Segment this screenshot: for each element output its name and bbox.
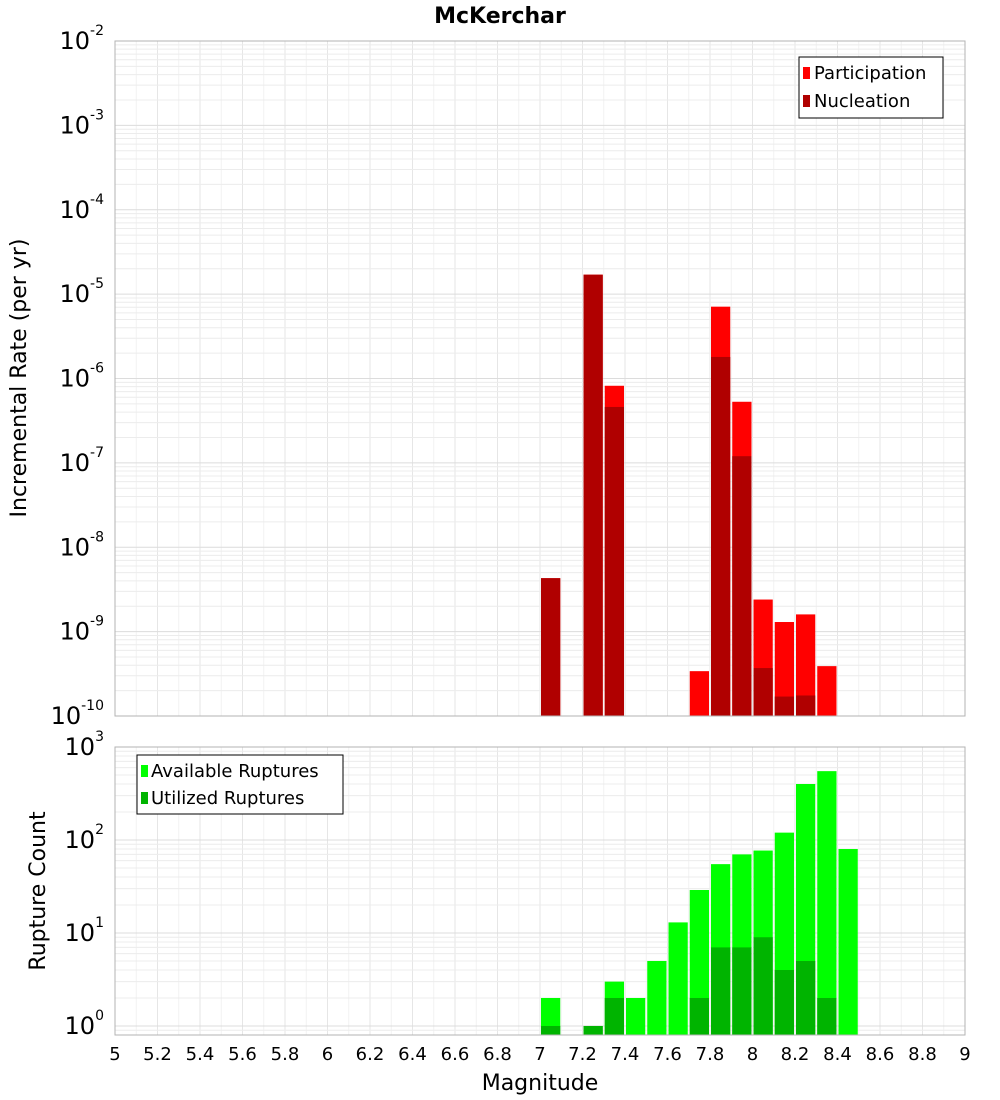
- legend-label-participation: Participation: [814, 63, 926, 84]
- top-y-tick-labels: 10-10 10-9 10-8 10-7 10-6 10-5 10-4 10-3 10-2: [51, 23, 105, 730]
- top-gridlines: [114, 40, 966, 717]
- x-tick-label: 5.2: [143, 1044, 172, 1065]
- bar-nucleation: [732, 456, 752, 716]
- legend-swatch-utilized-ruptures: [141, 792, 148, 804]
- bottom-y-tick-label: 101: [65, 915, 104, 947]
- bar-nucleation: [796, 695, 816, 716]
- bar-nucleation: [774, 696, 794, 716]
- x-tick-label: 6.8: [483, 1044, 512, 1065]
- bar-nucleation: [753, 668, 773, 716]
- x-tick-label: 6.2: [356, 1044, 385, 1065]
- legend-swatch-available-ruptures: [141, 765, 148, 777]
- bottom-y-axis-label: Rupture Count: [26, 811, 51, 971]
- bottom-legend: Available Ruptures Utilized Ruptures: [136, 754, 344, 815]
- legend-label-available-ruptures: Available Ruptures: [151, 761, 319, 782]
- x-tick-label: 7.6: [653, 1044, 682, 1065]
- bottom-y-tick-label: 100: [65, 1008, 104, 1040]
- x-tick-label: 5: [109, 1044, 120, 1065]
- bottom-bars: [541, 771, 858, 1035]
- bar-nucleation: [604, 406, 624, 716]
- bar-utilized-ruptures: [541, 1025, 561, 1035]
- x-tick-label: 6.6: [441, 1044, 470, 1065]
- x-tick-label: 8.6: [866, 1044, 895, 1065]
- bottom-y-tick-label: 103: [65, 729, 104, 761]
- top-y-tick-label: 10-4: [59, 192, 104, 224]
- bar-available-ruptures: [817, 771, 837, 1035]
- top-y-tick-label: 10-8: [59, 529, 104, 561]
- x-tick-label: 7.4: [611, 1044, 640, 1065]
- bar-utilized-ruptures: [604, 997, 624, 1035]
- top-y-tick-label: 10-7: [59, 445, 104, 477]
- bar-nucleation: [541, 578, 561, 716]
- x-tick-label: 6.4: [398, 1044, 427, 1065]
- legend-swatch-participation: [803, 67, 810, 79]
- bar-nucleation: [583, 274, 603, 716]
- top-y-tick-label: 10-9: [59, 614, 104, 646]
- bar-participation: [689, 671, 709, 716]
- chart-title: McKerchar: [434, 4, 566, 29]
- bar-utilized-ruptures: [796, 960, 816, 1035]
- top-y-tick-label: 10-10: [51, 698, 104, 730]
- x-tick-label: 5.4: [186, 1044, 215, 1065]
- x-tick-label: 8.4: [823, 1044, 852, 1065]
- bottom-panel: 100 101 102 103 5 5.2 5.4 5.6 5.8 6 6.2 6.4 6.6 6.8 7…: [26, 729, 971, 1096]
- x-tick-label: 9: [959, 1044, 970, 1065]
- top-y-tick-label: 10-3: [59, 107, 104, 139]
- x-tick-labels: 5 5.2 5.4 5.6 5.8 6 6.2 6.4 6.6 6.8 7 7.2 7.4 7.6 7.8 8…: [109, 1044, 970, 1065]
- x-tick-label: 5.6: [228, 1044, 257, 1065]
- x-tick-label: 5.8: [271, 1044, 300, 1065]
- legend-label-utilized-ruptures: Utilized Ruptures: [151, 788, 304, 809]
- top-bars: [541, 274, 837, 716]
- bar-participation: [817, 666, 837, 716]
- bar-utilized-ruptures: [753, 937, 773, 1035]
- top-y-tick-label: 10-6: [59, 361, 104, 393]
- top-plot-border: [114, 40, 966, 717]
- x-tick-label: 7.8: [696, 1044, 725, 1065]
- x-tick-label: 6: [322, 1044, 333, 1065]
- bottom-plot-border: [114, 746, 966, 1036]
- x-tick-label: 7.2: [568, 1044, 597, 1065]
- bar-available-ruptures: [838, 849, 858, 1035]
- bar-utilized-ruptures: [711, 947, 731, 1035]
- bar-available-ruptures: [626, 997, 646, 1035]
- legend-swatch-nucleation: [803, 95, 810, 107]
- top-y-axis-label: Incremental Rate (per yr): [7, 239, 32, 518]
- bar-utilized-ruptures: [732, 947, 752, 1035]
- x-tick-label: 8: [747, 1044, 758, 1065]
- bar-utilized-ruptures: [689, 997, 709, 1035]
- top-panel: 10-10 10-9 10-8 10-7 10-6 10-5 10-4 10-3 10-2 In…: [7, 23, 966, 730]
- bottom-y-tick-labels: 100 101 102 103: [65, 729, 104, 1040]
- top-y-tick-label: 10-2: [59, 23, 104, 55]
- bar-nucleation: [711, 356, 731, 716]
- top-y-tick-label: 10-5: [59, 276, 104, 308]
- x-axis-label: Magnitude: [482, 1071, 599, 1096]
- bar-available-ruptures: [647, 960, 667, 1035]
- legend-label-nucleation: Nucleation: [814, 91, 910, 112]
- bar-utilized-ruptures: [583, 1025, 603, 1035]
- x-tick-label: 8.2: [781, 1044, 810, 1065]
- top-legend: Participation Nucleation: [798, 56, 944, 119]
- bar-participation: [796, 614, 816, 716]
- bar-available-ruptures: [668, 922, 688, 1035]
- bar-participation: [774, 622, 794, 716]
- bottom-y-tick-label: 102: [65, 822, 104, 854]
- bar-utilized-ruptures: [774, 969, 794, 1035]
- x-tick-label: 7: [534, 1044, 545, 1065]
- bar-available-ruptures: [541, 997, 561, 1035]
- bottom-legend-box: [136, 754, 344, 815]
- top-legend-box: [798, 56, 944, 119]
- bar-utilized-ruptures: [817, 997, 837, 1035]
- x-tick-label: 8.8: [908, 1044, 937, 1065]
